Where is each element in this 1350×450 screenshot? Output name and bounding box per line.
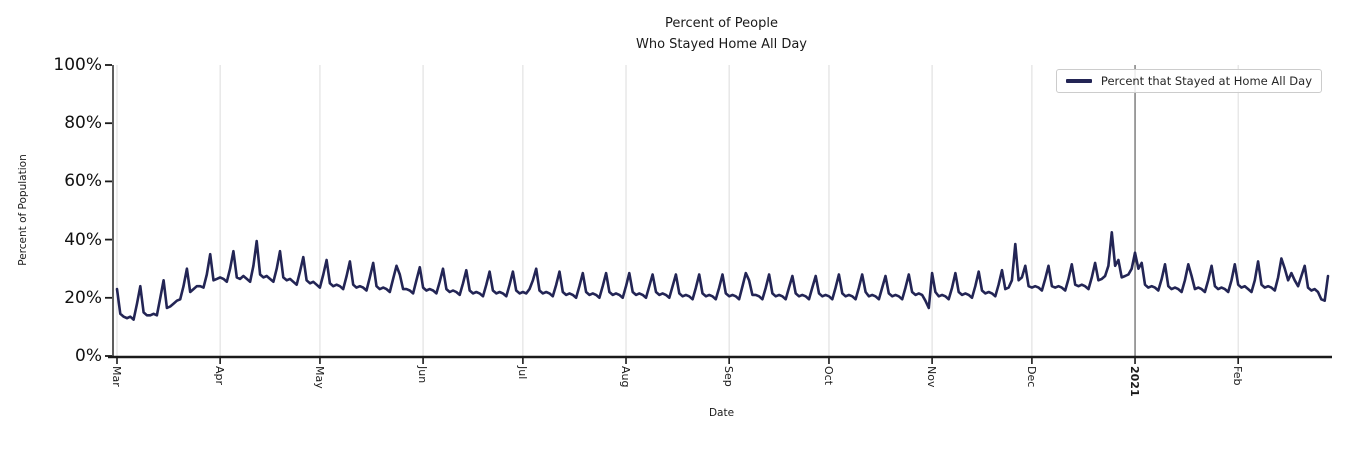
legend-label: Percent that Stayed at Home All Day <box>1100 74 1312 88</box>
x-tick-label: Nov <box>925 366 939 388</box>
x-tick-label: Oct <box>821 366 835 386</box>
x-tick-label: Jun <box>416 366 430 384</box>
x-tick-label: Jul <box>515 366 529 380</box>
y-tick-label: 80% <box>64 113 102 134</box>
chart-title: Percent of People Who Stayed Home All Da… <box>113 13 1330 55</box>
x-tick-label: Sep <box>722 366 736 387</box>
legend-line-swatch-icon <box>1065 79 1092 83</box>
y-tick-label: 40% <box>64 229 102 250</box>
x-tick-label: Dec <box>1024 366 1038 388</box>
chart-title-line-1: Percent of People <box>665 16 778 31</box>
x-tick-label: Aug <box>619 366 633 388</box>
y-tick-label: 20% <box>64 287 102 308</box>
x-tick-label: 2021 <box>1128 366 1142 397</box>
legend: Percent that Stayed at Home All Day <box>1055 69 1322 93</box>
data-line-stayed-home <box>115 231 1330 321</box>
chart-title-line-2: Who Stayed Home All Day <box>635 37 807 52</box>
x-tick-label: Mar <box>110 366 123 387</box>
x-tick-label: Feb <box>1231 366 1245 386</box>
x-axis-label: Date <box>708 407 735 419</box>
x-tick-label: Apr <box>213 366 227 386</box>
y-tick-label: 100% <box>53 55 102 75</box>
x-tick-label: May <box>312 366 326 389</box>
y-tick-label: 60% <box>64 171 102 192</box>
y-tick-label: 0% <box>75 346 102 366</box>
